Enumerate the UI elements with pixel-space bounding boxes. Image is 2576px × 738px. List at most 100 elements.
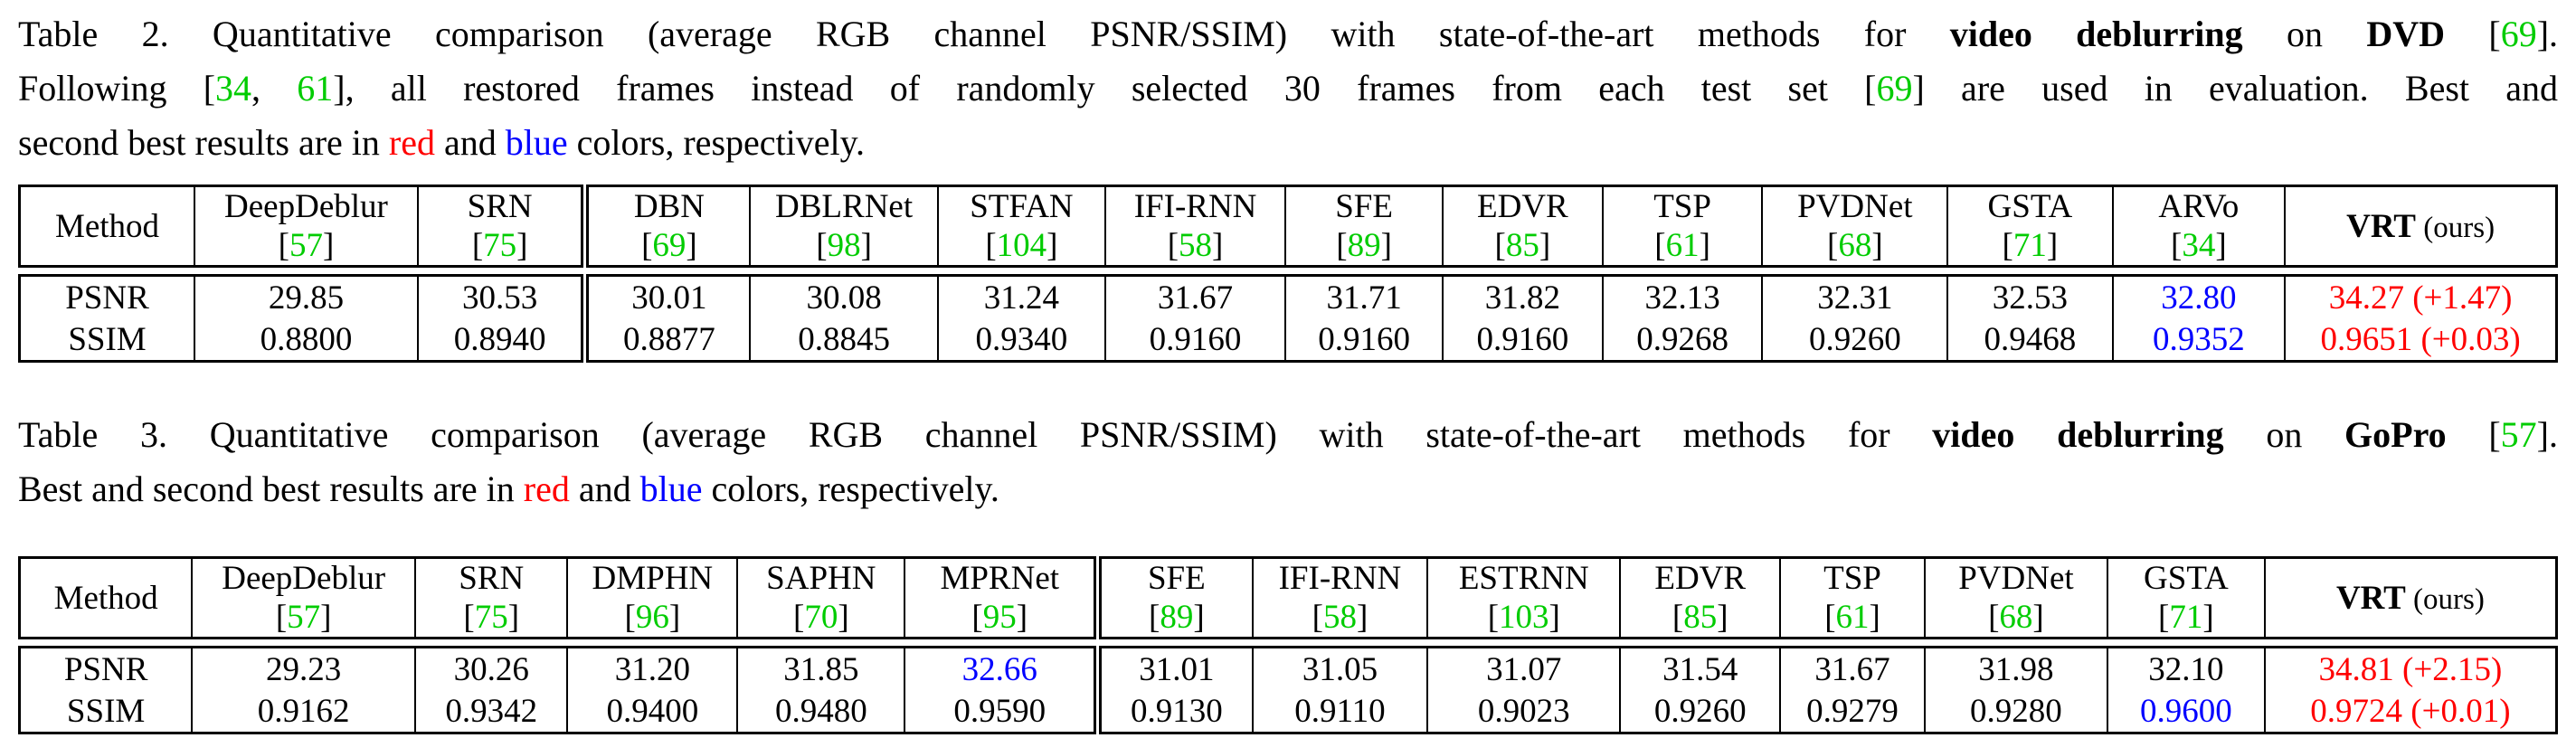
method-name: GSTA (2144, 560, 2229, 597)
method-citation: [75] (463, 599, 520, 636)
ssim-value-cell: 0.9260 (1619, 690, 1781, 733)
method-name: DBN (633, 188, 705, 225)
header-cell-sfe: SFE [89] (1094, 557, 1253, 639)
table2: Method DeepDeblur [57] SRN [75] DBN [69] DBLRNe… (18, 184, 2558, 363)
psnr-value-cell: 32.31 (1761, 275, 1948, 318)
psnr-value-cell: 32.66 (904, 647, 1098, 690)
caption-segment: Table 3. Quantitative comparison (averag… (18, 414, 1933, 455)
method-citation: [75] (471, 227, 528, 264)
caption-segment: blue (639, 468, 703, 509)
citation-number: 70 (804, 599, 838, 636)
caption-segment: second best results are in (18, 122, 389, 163)
ssim-value-cell: 0.9260 (1761, 318, 1948, 362)
caption-segment: Table 2. Quantitative comparison (averag… (18, 14, 1950, 54)
method-name: DMPHN (592, 560, 714, 597)
psnr-value-cell: 34.27 (+1.47) (2284, 275, 2557, 318)
table3-header: Method DeepDeblur [57] SRN [75] DMPHN [96] SAPH… (18, 556, 2558, 639)
method-citation: [71] (2002, 227, 2059, 264)
ssim-value-cell: 0.9352 (2111, 318, 2286, 362)
method-citation: [103] (1487, 599, 1560, 636)
caption-segment: 34 (215, 68, 252, 109)
psnr-value-cell: 31.98 (1923, 647, 2107, 690)
psnr-value-cell: 31.82 (1442, 275, 1603, 318)
citation-number: 85 (1505, 227, 1539, 264)
citation-number: 96 (635, 599, 669, 636)
header-cell-sfe: SFE [89] (1284, 185, 1444, 267)
psnr-value-cell: 31.54 (1619, 647, 1781, 690)
citation-number: 75 (483, 227, 517, 264)
citation-number: 71 (2169, 599, 2203, 636)
table-row-psnr: PSNR 29.85 30.53 30.01 30.08 31.24 31.67 31.71 3… (20, 275, 2557, 318)
table2-body: PSNR 29.85 30.53 30.01 30.08 31.24 31.67 31.71 3… (18, 274, 2558, 363)
caption-segment: ], all restored frames instead of random… (333, 68, 1877, 109)
method-citation: [34] (2171, 227, 2227, 264)
method-name: PVDNet (1958, 560, 2074, 597)
ssim-value-cell: 0.9600 (2106, 690, 2265, 733)
method-name: SFE (1335, 188, 1393, 225)
header-cell-edvr: EDVR [85] (1619, 557, 1781, 639)
ssim-value-cell: 0.8877 (581, 318, 751, 362)
method-name: TSP (1823, 560, 1881, 597)
table2-header: Method DeepDeblur [57] SRN [75] DBN [69] DBLRNe… (18, 184, 2558, 268)
caption-segment: red (388, 122, 435, 163)
method-citation: [58] (1167, 227, 1224, 264)
psnr-value-cell: 31.05 (1251, 647, 1428, 690)
method-name: SFE (1147, 560, 1206, 597)
caption-segment: [ (2446, 414, 2501, 455)
caption-line: Best and second best results are in red … (18, 462, 2558, 516)
table3-body: PSNR 29.23 30.26 31.20 31.85 32.66 31.01 31.05 3… (18, 646, 2558, 734)
citation-number: 89 (1347, 227, 1381, 264)
ssim-value-cell: 0.9651 (+0.03) (2284, 318, 2557, 362)
header-cell-estrnn: ESTRNN [103] (1426, 557, 1621, 639)
caption-segment: 57 (2500, 414, 2537, 455)
method-citation: [70] (793, 599, 849, 636)
ssim-value-cell: 0.9468 (1946, 318, 2113, 362)
method-citation: [85] (1494, 227, 1551, 264)
psnr-value-cell: 31.85 (736, 647, 905, 690)
psnr-value-cell: 31.67 (1103, 275, 1286, 318)
method-citation: [61] (1654, 227, 1710, 264)
psnr-value-cell: 32.10 (2106, 647, 2265, 690)
caption-segment: and (434, 122, 506, 163)
header-cell-dblrnet: DBLRNet [98] (749, 185, 938, 267)
citation-number: 58 (1179, 227, 1213, 264)
caption-segment: 61 (297, 68, 334, 109)
ssim-value-cell: 0.9279 (1779, 690, 1925, 733)
method-citation: [71] (2158, 599, 2214, 636)
ssim-value-cell: 0.9110 (1251, 690, 1428, 733)
ours-suffix: (ours) (2416, 211, 2496, 244)
header-cell-deepdeblur: DeepDeblur [57] (191, 557, 416, 639)
psnr-value-cell: 31.07 (1426, 647, 1621, 690)
header-cell-vrt-ours: VRT (ours) (2284, 185, 2557, 267)
header-cell-vrt-ours: VRT (ours) (2263, 557, 2557, 639)
method-label: Method (53, 579, 158, 617)
header-cell-srn: SRN [75] (414, 557, 568, 639)
citation-number: 61 (1835, 599, 1870, 636)
caption-segment: DVD (2366, 14, 2446, 54)
psnr-value-cell: 34.81 (+2.15) (2263, 647, 2557, 690)
header-cell-arvo: ARVo [34] (2111, 185, 2286, 267)
method-name: TSP (1653, 188, 1711, 225)
citation-number: 104 (996, 227, 1047, 264)
method-citation: [85] (1672, 599, 1728, 636)
method-name: PVDNet (1797, 188, 1913, 225)
method-citation: [104] (985, 227, 1058, 264)
ssim-value-cell: 0.9268 (1601, 318, 1763, 362)
row-label-psnr: PSNR (63, 650, 148, 688)
citation-number: 68 (1838, 227, 1872, 264)
caption-segment: red (523, 468, 570, 509)
method-citation: [61] (1824, 599, 1880, 636)
method-name: DeepDeblur (224, 188, 388, 225)
row-label-psnr: PSNR (65, 279, 149, 317)
caption-segment: 69 (1876, 68, 1913, 109)
ours-name: VRT (2346, 207, 2416, 245)
header-cell-stfan: STFAN [104] (936, 185, 1105, 267)
caption-segment: video deblurring (1949, 14, 2243, 54)
citation-number: 58 (1322, 599, 1357, 636)
ssim-value-cell: 0.9590 (904, 690, 1098, 733)
method-name: MPRNet (940, 560, 1060, 597)
citation-number: 69 (652, 227, 687, 264)
header-cell-tsp: TSP [61] (1779, 557, 1925, 639)
psnr-value-cell: 31.20 (566, 647, 738, 690)
ours-name: VRT (2335, 579, 2406, 617)
